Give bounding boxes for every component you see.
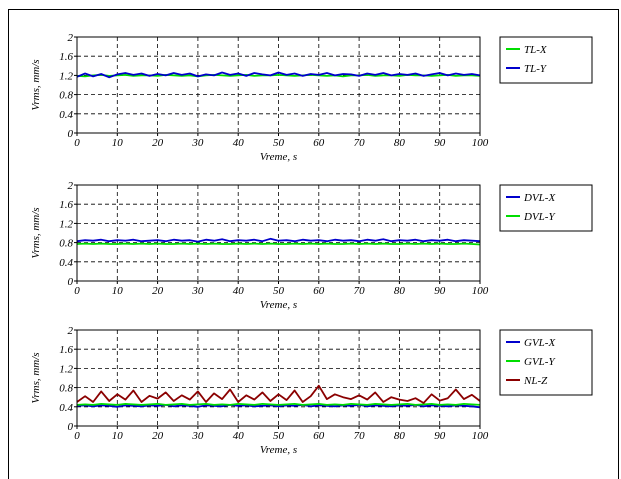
x-tick-label: 0 bbox=[74, 137, 80, 149]
legend-label-gvl-y: GVL-Y bbox=[524, 356, 556, 368]
plot-border bbox=[76, 184, 481, 282]
series-line-tl-y bbox=[76, 71, 481, 79]
x-tick-label: 50 bbox=[273, 285, 285, 297]
x-tick-label: 80 bbox=[394, 430, 406, 442]
x-tick-label: 80 bbox=[394, 137, 406, 149]
legend-label-tl-y: TL-Y bbox=[524, 63, 548, 75]
x-axis-label: Vreme, s bbox=[260, 151, 297, 163]
x-tick-label: 50 bbox=[273, 137, 285, 149]
x-tick-label: 80 bbox=[394, 285, 406, 297]
x-tick-label: 20 bbox=[152, 285, 164, 297]
legend-label-tl-x: TL-X bbox=[524, 44, 548, 56]
y-tick-label: 0 bbox=[68, 128, 74, 140]
x-tick-label: 60 bbox=[313, 137, 325, 149]
x-tick-label: 60 bbox=[313, 430, 325, 442]
x-tick-label: 70 bbox=[354, 285, 366, 297]
series-line-nl-z bbox=[76, 384, 481, 404]
y-tick-label: 0.8 bbox=[59, 383, 73, 395]
y-tick-label: 0.8 bbox=[59, 90, 73, 102]
y-tick-label: 0 bbox=[68, 276, 74, 288]
y-axis-label: Vrms, mm/s bbox=[30, 352, 42, 403]
x-axis-label: Vreme, s bbox=[260, 444, 297, 456]
plot-border bbox=[76, 36, 481, 134]
x-tick-label: 20 bbox=[152, 430, 164, 442]
y-tick-label: 1.6 bbox=[59, 344, 73, 356]
x-tick-label: 100 bbox=[472, 430, 489, 442]
series-line-tl-x bbox=[76, 74, 481, 78]
series-line-dvl-y bbox=[76, 242, 481, 246]
y-axis-label: Vrms, mm/s bbox=[30, 59, 42, 110]
plot-border bbox=[76, 329, 481, 427]
x-tick-label: 10 bbox=[112, 285, 124, 297]
x-tick-label: 10 bbox=[112, 430, 124, 442]
legend-label-dvl-x: DVL-X bbox=[523, 192, 556, 204]
x-tick-label: 10 bbox=[112, 137, 124, 149]
y-tick-label: 0 bbox=[68, 421, 74, 433]
series-line-gvl-y bbox=[76, 402, 481, 406]
x-tick-label: 70 bbox=[354, 137, 366, 149]
x-tick-label: 90 bbox=[434, 430, 446, 442]
y-tick-label: 2 bbox=[68, 325, 74, 337]
y-tick-label: 1.2 bbox=[59, 70, 73, 82]
x-tick-label: 40 bbox=[233, 137, 245, 149]
x-tick-label: 40 bbox=[233, 285, 245, 297]
x-tick-label: 30 bbox=[191, 430, 204, 442]
x-axis-label: Vreme, s bbox=[260, 299, 297, 311]
legend-label-nl-z: NL-Z bbox=[523, 375, 548, 387]
legend-label-gvl-x: GVL-X bbox=[524, 337, 556, 349]
x-tick-label: 30 bbox=[191, 285, 204, 297]
x-tick-label: 40 bbox=[233, 430, 245, 442]
figure-frame bbox=[8, 9, 619, 479]
x-tick-label: 60 bbox=[313, 285, 325, 297]
x-tick-label: 0 bbox=[74, 430, 80, 442]
y-tick-label: 1.2 bbox=[59, 218, 73, 230]
y-tick-label: 0.4 bbox=[59, 402, 73, 414]
legend-label-dvl-y: DVL-Y bbox=[523, 211, 556, 223]
y-tick-label: 1.6 bbox=[59, 51, 73, 63]
legend-box bbox=[499, 329, 593, 396]
y-tick-label: 1.6 bbox=[59, 199, 73, 211]
x-tick-label: 50 bbox=[273, 430, 285, 442]
x-tick-label: 100 bbox=[472, 137, 489, 149]
y-tick-label: 2 bbox=[68, 180, 74, 192]
x-tick-label: 100 bbox=[472, 285, 489, 297]
y-tick-label: 0.8 bbox=[59, 238, 73, 250]
y-tick-label: 0.4 bbox=[59, 257, 73, 269]
y-axis-label: Vrms, mm/s bbox=[30, 207, 42, 258]
x-tick-label: 30 bbox=[191, 137, 204, 149]
y-tick-label: 2 bbox=[68, 32, 74, 44]
y-tick-label: 1.2 bbox=[59, 363, 73, 375]
x-tick-label: 20 bbox=[152, 137, 164, 149]
legend-box bbox=[499, 36, 593, 84]
x-tick-label: 90 bbox=[434, 137, 446, 149]
series-line-dvl-x bbox=[76, 237, 481, 243]
y-tick-label: 0.4 bbox=[59, 109, 73, 121]
x-tick-label: 90 bbox=[434, 285, 446, 297]
x-tick-label: 0 bbox=[74, 285, 80, 297]
legend-box bbox=[499, 184, 593, 232]
x-tick-label: 70 bbox=[354, 430, 366, 442]
